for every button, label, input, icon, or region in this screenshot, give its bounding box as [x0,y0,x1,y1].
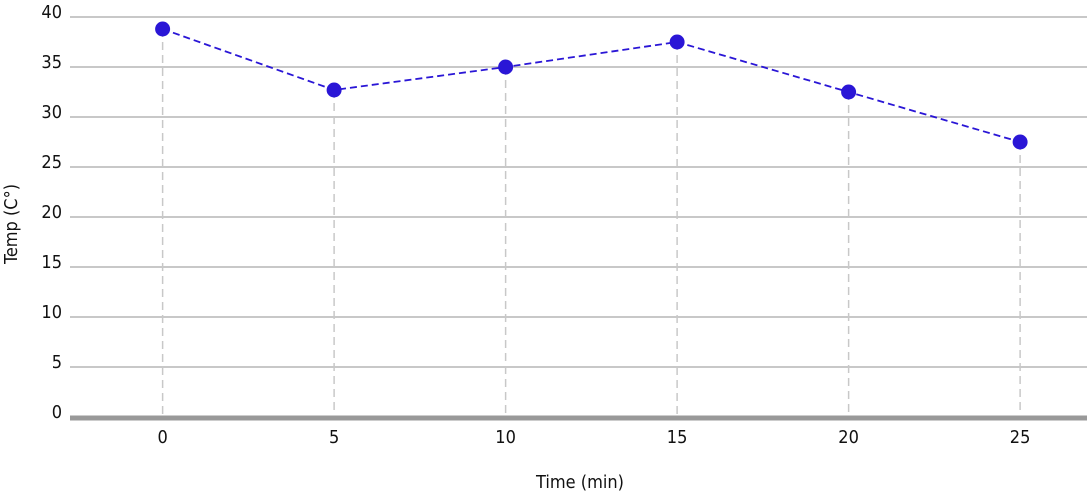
y-tick-label: 25 [41,152,62,173]
x-tick-label: 20 [838,427,859,448]
y-axis-label: Temp (C°) [1,184,22,265]
y-tick-label: 30 [41,102,62,123]
x-tick-label: 0 [157,427,167,448]
data-point [1012,134,1028,150]
y-tick-label: 10 [41,302,62,323]
data-point [841,84,857,100]
y-tick-label: 15 [41,252,62,273]
y-tick-label: 35 [41,52,62,73]
x-tick-label: 10 [495,427,516,448]
x-tick-label: 15 [667,427,688,448]
y-tick-label: 40 [41,2,62,23]
data-point [669,34,685,50]
x-tick-label: 5 [329,427,339,448]
y-tick-label: 5 [52,352,62,373]
data-point [326,82,342,98]
y-tick-label: 20 [41,202,62,223]
data-point [498,59,514,75]
y-tick-label: 0 [52,402,62,423]
data-point [155,21,171,37]
x-tick-label: 25 [1010,427,1031,448]
x-axis-label: Time (min) [535,472,624,493]
series-line [162,28,1021,143]
